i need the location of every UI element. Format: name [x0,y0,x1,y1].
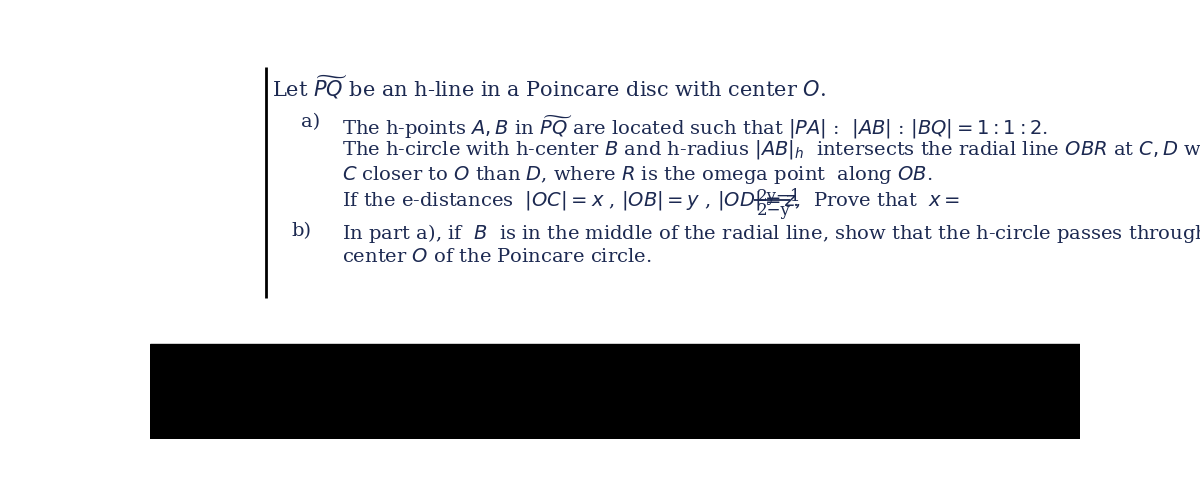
Text: Let $\widetilde{PQ}$ be an h-line in a Poincare disc with center $O$.: Let $\widetilde{PQ}$ be an h-line in a P… [272,73,827,101]
Text: a): a) [301,113,320,131]
Text: b): b) [292,222,311,241]
Text: .: . [792,192,799,211]
Text: If the e-distances  $|OC| = x$ , $|OB| = y$ , $|OD| = z$,  Prove that  $x =$: If the e-distances $|OC| = x$ , $|OB| = … [342,189,966,212]
Text: The h-circle with h-center $B$ and h-radius $|AB|_h$  intersects the radial line: The h-circle with h-center $B$ and h-rad… [342,139,1200,162]
Text: 2y−1: 2y−1 [757,188,802,205]
Text: The h-points $A, B$ in $\widetilde{PQ}$ are located such that $|PA|$ :  $|AB|$ :: The h-points $A, B$ in $\widetilde{PQ}$ … [342,113,1049,141]
Text: In part a), if  $B$  is in the middle of the radial line, show that the h-circle: In part a), if $B$ is in the middle of t… [342,222,1200,246]
Text: center $O$ of the Poincare circle.: center $O$ of the Poincare circle. [342,248,652,266]
Text: 2−y: 2−y [757,202,791,218]
Bar [150,344,1080,439]
Text: $C$ closer to $O$ than $D$, where $R$ is the omega point  along $OB$.: $C$ closer to $O$ than $D$, where $R$ is… [342,164,932,186]
